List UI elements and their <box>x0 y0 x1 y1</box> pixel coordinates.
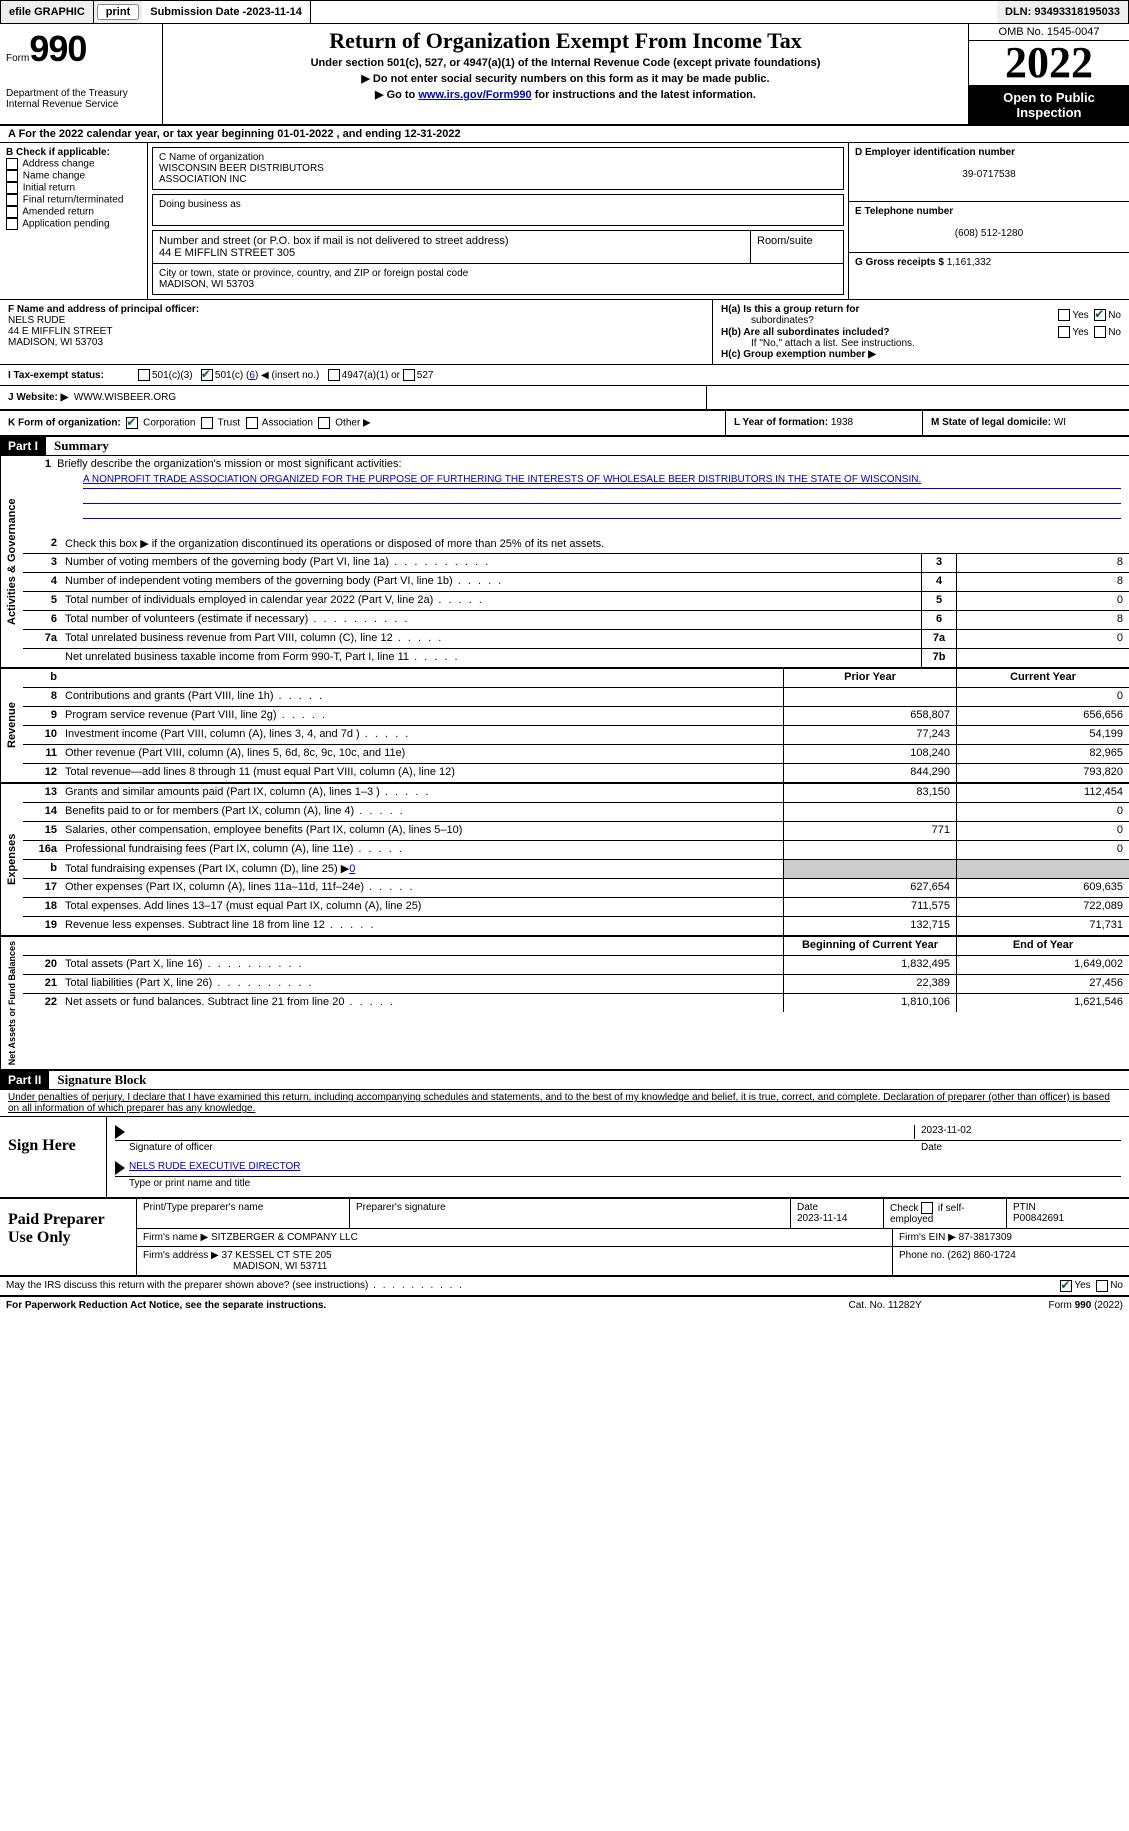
tax-exempt-status-row: I Tax-exempt status: 501(c)(3) 501(c) ( … <box>0 365 1129 386</box>
org-info-section: B Check if applicable: Address change Na… <box>0 143 1129 300</box>
corporation-checkbox[interactable] <box>126 417 138 429</box>
submission-date: Submission Date - 2023-11-14 <box>142 1 311 23</box>
trust-checkbox[interactable] <box>201 417 213 429</box>
discuss-no-checkbox[interactable] <box>1096 1280 1108 1292</box>
hb-no-checkbox[interactable] <box>1094 326 1106 338</box>
footer-row: For Paperwork Reduction Act Notice, see … <box>0 1297 1129 1314</box>
calendar-year-row: A For the 2022 calendar year, or tax yea… <box>0 126 1129 143</box>
sign-here-label: Sign Here <box>0 1117 107 1197</box>
tax-year: 2022 <box>969 41 1129 86</box>
dln: DLN: 93493318195033 <box>997 4 1128 20</box>
sign-here-block: Sign Here 2023-11-02 Signature of office… <box>0 1117 1129 1199</box>
year-box: OMB No. 1545-0047 2022 Open to Public In… <box>969 24 1129 124</box>
form-title: Return of Organization Exempt From Incom… <box>169 28 962 54</box>
paid-preparer-block: Paid Preparer Use Only Print/Type prepar… <box>0 1199 1129 1277</box>
revenue-side-label: Revenue <box>0 669 23 782</box>
check-applicable-box: B Check if applicable: Address change Na… <box>0 143 148 299</box>
final-return-checkbox[interactable] <box>6 194 18 206</box>
net-assets-side-label: Net Assets or Fund Balances <box>0 937 23 1069</box>
group-return-box: H(a) Is this a group return for subordin… <box>713 300 1129 364</box>
other-checkbox[interactable] <box>318 417 330 429</box>
form-number-box: Form990 Department of the Treasury Inter… <box>0 24 163 124</box>
hb-yes-checkbox[interactable] <box>1058 326 1070 338</box>
form-org-row: K Form of organization: Corporation Trus… <box>0 411 1129 437</box>
ha-no-checkbox[interactable] <box>1094 309 1106 321</box>
efile-label: efile GRAPHIC <box>1 1 94 23</box>
self-employed-checkbox[interactable] <box>921 1202 933 1214</box>
topbar-spacer <box>311 1 997 23</box>
inspection-label: Open to Public Inspection <box>969 86 1129 124</box>
principal-officer-box: F Name and address of principal officer:… <box>0 300 713 364</box>
form-subtitle: Under section 501(c), 527, or 4947(a)(1)… <box>169 57 962 69</box>
amended-return-checkbox[interactable] <box>6 206 18 218</box>
501c3-checkbox[interactable] <box>138 369 150 381</box>
irs-label: Internal Revenue Service <box>6 99 156 110</box>
527-checkbox[interactable] <box>403 369 415 381</box>
penalties-text: Under penalties of perjury, I declare th… <box>0 1090 1129 1117</box>
ein-phone-box: D Employer identification number 39-0717… <box>849 143 1129 299</box>
department-label: Department of the Treasury <box>6 88 156 99</box>
net-assets-section: Net Assets or Fund Balances Beginning of… <box>0 937 1129 1071</box>
mission-text: A NONPROFIT TRADE ASSOCIATION ORGANIZED … <box>83 474 1121 489</box>
form-footer-label: Form 990 (2022) <box>1049 1300 1123 1311</box>
paid-preparer-label: Paid Preparer Use Only <box>0 1199 137 1275</box>
name-change-checkbox[interactable] <box>6 170 18 182</box>
part1-header: Part I Summary <box>0 437 1129 456</box>
expenses-section: Expenses 13 Grants and similar amounts p… <box>0 784 1129 937</box>
501c-checkbox[interactable] <box>201 369 213 381</box>
irs-discuss-row: May the IRS discuss this return with the… <box>0 1277 1129 1297</box>
4947-checkbox[interactable] <box>328 369 340 381</box>
part2-header: Part II Signature Block <box>0 1071 1129 1090</box>
form-header: Form990 Department of the Treasury Inter… <box>0 24 1129 126</box>
revenue-section: Revenue b Prior Year Current Year 8 Cont… <box>0 669 1129 784</box>
expenses-side-label: Expenses <box>0 784 23 935</box>
activities-side-label: Activities & Governance <box>0 456 23 667</box>
website-row: J Website: ▶ WWW.WISBEER.ORG <box>0 386 1129 411</box>
form-note2: ▶ Go to www.irs.gov/Form990 for instruct… <box>169 88 962 101</box>
title-box: Return of Organization Exempt From Incom… <box>163 24 969 124</box>
activities-governance-section: Activities & Governance 1 Briefly descri… <box>0 456 1129 669</box>
signature-arrow-icon <box>115 1125 125 1139</box>
ha-yes-checkbox[interactable] <box>1058 309 1070 321</box>
discuss-yes-checkbox[interactable] <box>1060 1280 1072 1292</box>
print-button[interactable]: print <box>97 4 139 20</box>
application-pending-checkbox[interactable] <box>6 218 18 230</box>
irs-link[interactable]: www.irs.gov/Form990 <box>418 89 531 101</box>
form-note1: ▶ Do not enter social security numbers o… <box>169 72 962 85</box>
initial-return-checkbox[interactable] <box>6 182 18 194</box>
name-arrow-icon <box>115 1161 125 1175</box>
address-change-checkbox[interactable] <box>6 158 18 170</box>
association-checkbox[interactable] <box>246 417 258 429</box>
officer-group-row: F Name and address of principal officer:… <box>0 300 1129 365</box>
topbar: efile GRAPHIC print Submission Date - 20… <box>0 0 1129 24</box>
org-name-address-box: C Name of organization WISCONSIN BEER DI… <box>148 143 849 299</box>
